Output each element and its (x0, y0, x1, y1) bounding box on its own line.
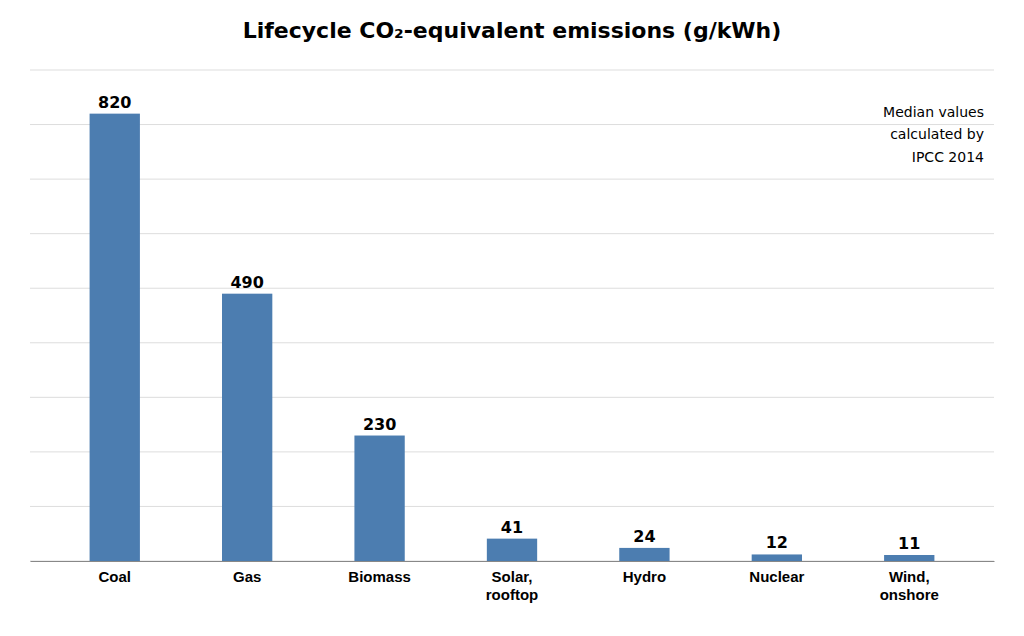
annotation: Median valuescalculated byIPCC 2014 (883, 104, 984, 165)
grid-line (30, 179, 994, 180)
title: Lifecycle CO₂-equivalent emissions (g/kW… (243, 18, 782, 43)
x-tick-label: Wind,onshore (880, 568, 939, 603)
grid-line (30, 397, 994, 398)
grid-line (30, 70, 994, 71)
x-tick-label: Hydro (623, 568, 666, 585)
x-tick: Solar,rooftop (486, 568, 538, 603)
x-tick: Nuclear (749, 568, 804, 585)
x-tick-label: Nuclear (749, 568, 804, 585)
bars (90, 114, 935, 561)
plot-area: Coal Gas Biomass Solar,rooftop Hydro Nuclear W… (30, 70, 995, 603)
grid-line (30, 288, 994, 289)
x-tick: Gas (233, 568, 261, 585)
data-label: 490 (230, 273, 263, 292)
bar (354, 436, 404, 561)
grid-line (30, 342, 994, 343)
grid (30, 70, 994, 561)
x-tick: Hydro (623, 568, 666, 585)
x-axis-line (31, 561, 995, 562)
x-tick-label: Solar,rooftop (486, 568, 538, 603)
bar (487, 539, 537, 561)
x-tick-label: Coal (98, 568, 131, 585)
x-axis: Coal Gas Biomass Solar,rooftop Hydro Nuclear W… (31, 562, 995, 603)
bar (90, 114, 140, 561)
data-label: 24 (633, 527, 655, 546)
bar (222, 294, 272, 561)
x-tick-label: Biomass (348, 568, 411, 585)
data-label: 11 (898, 534, 920, 553)
bar (752, 554, 802, 561)
x-tick-label: Gas (233, 568, 261, 585)
data-label: 230 (363, 415, 396, 434)
chart: Coal Gas Biomass Solar,rooftop Hydro Nuclear W… (0, 0, 1024, 636)
x-tick: Wind,onshore (880, 568, 939, 603)
data-labels: 820 490 230 41 24 12 11 (98, 93, 920, 553)
bar (884, 555, 934, 561)
x-tick: Coal (98, 568, 131, 585)
grid-line (30, 506, 994, 507)
grid-line (30, 233, 994, 234)
grid-line (30, 451, 994, 452)
grid-line (30, 124, 994, 125)
x-tick: Biomass (348, 568, 411, 585)
bar (619, 548, 669, 561)
data-label: 820 (98, 93, 131, 112)
data-label: 12 (766, 533, 788, 552)
data-label: 41 (501, 518, 523, 537)
